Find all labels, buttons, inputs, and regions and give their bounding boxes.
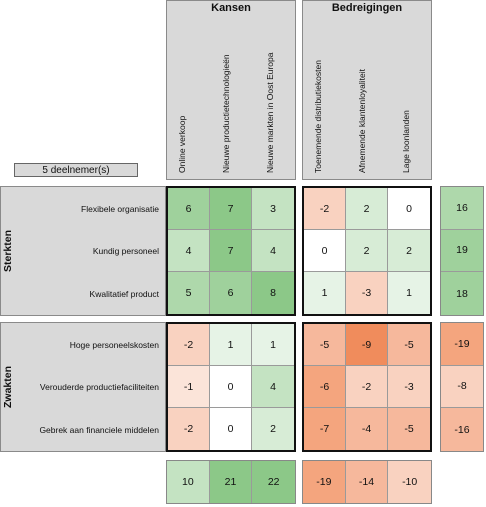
total-cell: -14: [345, 461, 389, 503]
zwakten-panel: Zwakten Hoge personeelskosten Verouderde…: [0, 322, 166, 452]
total-cell: -19: [303, 461, 346, 503]
matrix-cell: -1: [168, 366, 210, 408]
matrix-cell: 6: [168, 188, 210, 230]
matrix-cell: 0: [210, 366, 252, 408]
column-totals-bedreigingen: -19 -14 -10: [302, 460, 432, 504]
matrix-cell: 0: [304, 230, 346, 272]
matrix-cell: -2: [168, 408, 210, 450]
matrix-cell: 5: [168, 272, 210, 314]
total-cell: 22: [252, 461, 295, 503]
kansen-header: Kansen Online verkoop Nieuwe productiete…: [166, 0, 296, 180]
quadrant-zwakten-kansen: -2 1 1 -1 0 4 -2 0 2: [166, 322, 296, 452]
row-label: Kundig personeel: [92, 246, 159, 256]
total-cell: 19: [441, 229, 483, 273]
matrix-cell: -5: [388, 324, 430, 366]
matrix-cell: 2: [388, 230, 430, 272]
total-cell: -19: [441, 323, 483, 366]
matrix-cell: 2: [346, 188, 388, 230]
row-label: Verouderde productiefaciliteiten: [39, 382, 159, 392]
matrix-cell: -3: [346, 272, 388, 314]
quadrant-sterkten-bedreigingen: -2 2 0 0 2 2 1 -3 1: [302, 186, 432, 316]
participants-box: 5 deelnemer(s): [14, 163, 138, 177]
total-cell: -10: [388, 461, 431, 503]
matrix-cell: 0: [210, 408, 252, 450]
matrix-cell: 2: [346, 230, 388, 272]
matrix-cell: -2: [304, 188, 346, 230]
matrix-cell: -4: [346, 408, 388, 450]
total-cell: -8: [441, 365, 483, 409]
matrix-cell: 4: [168, 230, 210, 272]
matrix-cell: 3: [252, 188, 294, 230]
column-label: Nieuwe markten in Oost Europa: [265, 52, 275, 173]
matrix-cell: 1: [210, 324, 252, 366]
matrix-cell: -3: [388, 366, 430, 408]
row-label: Gebrek aan financiele middelen: [39, 425, 159, 435]
matrix-cell: -7: [304, 408, 346, 450]
matrix-cell: 4: [252, 366, 294, 408]
total-cell: 21: [209, 461, 253, 503]
matrix-cell: 6: [210, 272, 252, 314]
matrix-cell: 0: [388, 188, 430, 230]
matrix-cell: -5: [388, 408, 430, 450]
matrix-cell: -5: [304, 324, 346, 366]
matrix-cell: 7: [210, 188, 252, 230]
column-label: Nieuwe productietechnologieën: [221, 54, 231, 173]
total-cell: 16: [441, 187, 483, 230]
sterkten-panel: Sterkten Flexibele organisatie Kundig pe…: [0, 186, 166, 316]
column-label: Lage loonlanden: [401, 110, 411, 173]
total-cell: 10: [167, 461, 210, 503]
column-label: Toenemende distributiekosten: [313, 60, 323, 173]
bedreigingen-header: Bedreigingen Toenemende distributiekoste…: [302, 0, 432, 180]
matrix-cell: -2: [346, 366, 388, 408]
quadrant-zwakten-bedreigingen: -5 -9 -5 -6 -2 -3 -7 -4 -5: [302, 322, 432, 452]
column-label: Online verkoop: [177, 115, 187, 173]
row-totals-zwakten: -19 -8 -16: [440, 322, 484, 452]
row-label: Hoge personeelskosten: [69, 340, 159, 350]
matrix-cell: -6: [304, 366, 346, 408]
kansen-title: Kansen: [211, 2, 251, 14]
column-totals-kansen: 10 21 22: [166, 460, 296, 504]
column-label: Afnemende klantenloyaliteit: [357, 69, 367, 173]
row-totals-sterkten: 16 19 18: [440, 186, 484, 316]
matrix-cell: 4: [252, 230, 294, 272]
total-cell: 18: [441, 272, 483, 315]
matrix-cell: 8: [252, 272, 294, 314]
total-cell: -16: [441, 408, 483, 451]
row-label: Kwalitatief product: [89, 289, 159, 299]
bedreigingen-title: Bedreigingen: [331, 2, 403, 14]
participants-label: 5 deelnemer(s): [42, 164, 110, 176]
matrix-cell: 1: [388, 272, 430, 314]
matrix-cell: 2: [252, 408, 294, 450]
matrix-cell: -2: [168, 324, 210, 366]
matrix-cell: -9: [346, 324, 388, 366]
row-label: Flexibele organisatie: [81, 204, 159, 214]
matrix-cell: 7: [210, 230, 252, 272]
matrix-cell: 1: [252, 324, 294, 366]
matrix-cell: 1: [304, 272, 346, 314]
